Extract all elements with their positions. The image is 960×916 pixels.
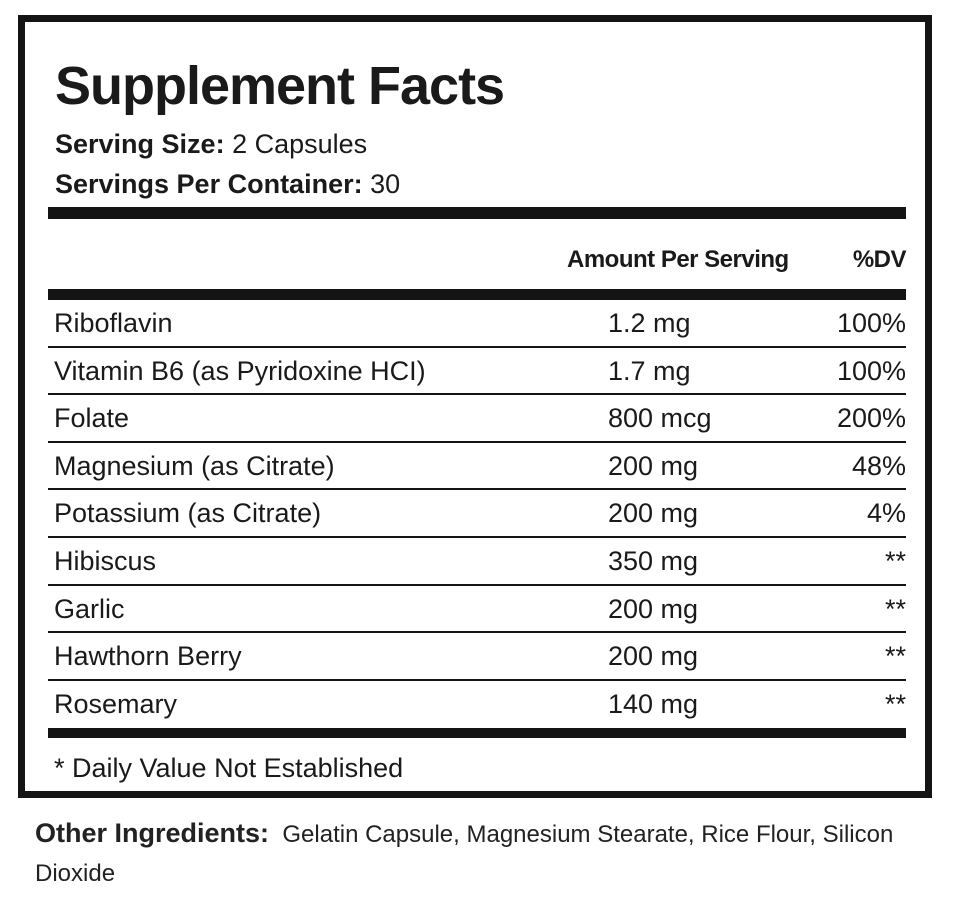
table-row: Riboflavin 1.2 mg 100% — [48, 300, 906, 348]
row-dv: ** — [884, 641, 906, 672]
row-amount: 800 mcg — [608, 403, 712, 434]
row-dv: ** — [884, 546, 906, 576]
row-name: Riboflavin — [54, 308, 173, 338]
row-dv: 4% — [866, 498, 906, 529]
row-dv: ** — [884, 593, 906, 624]
row-amount: 200 mg — [608, 641, 699, 672]
row-name: Magnesium (as Citrate) — [54, 450, 335, 481]
table-row: Garlic 200 mg ** — [48, 586, 906, 634]
servings-per-container: Servings Per Container: 30 — [55, 169, 401, 199]
row-dv: 200% — [836, 403, 906, 434]
row-amount: 140 mg — [608, 688, 699, 719]
row-dv: ** — [884, 688, 906, 719]
header-dv: %DV — [852, 246, 907, 273]
row-amount: 1.7 mg — [608, 355, 691, 386]
serving-size: Serving Size: 2 Capsules — [55, 129, 368, 159]
table-row: Hibiscus 350 mg ** — [48, 538, 906, 586]
other-ingredients: Other Ingredients: Gelatin Capsule, Magn… — [35, 818, 894, 887]
row-amount: 1.2 mg — [608, 308, 691, 338]
row-amount: 350 mg — [608, 546, 699, 576]
table-row: Potassium (as Citrate) 200 mg 4% — [48, 490, 906, 538]
table-row: Magnesium (as Citrate) 200 mg 48% — [48, 443, 906, 491]
row-name: Potassium (as Citrate) — [54, 498, 322, 529]
table-row: Vitamin B6 (as Pyridoxine HCI) 1.7 mg 100% — [48, 348, 906, 396]
row-name: Hawthorn Berry — [54, 641, 242, 672]
table-row: Rosemary 140 mg ** — [48, 681, 906, 729]
row-name: Vitamin B6 (as Pyridoxine HCI) — [54, 355, 426, 386]
table-row: Folate 800 mcg 200% — [48, 395, 906, 443]
row-dv: 100% — [836, 355, 906, 386]
footnote: * Daily Value Not Established — [54, 753, 404, 783]
row-amount: 200 mg — [608, 593, 699, 624]
table-row: Hawthorn Berry 200 mg ** — [48, 633, 906, 681]
row-amount: 200 mg — [608, 498, 699, 529]
row-name: Folate — [54, 403, 130, 434]
row-name: Rosemary — [54, 688, 178, 719]
divider-thick — [48, 728, 906, 738]
row-name: Hibiscus — [54, 546, 157, 576]
page-title: Supplement Facts — [55, 56, 505, 116]
row-amount: 200 mg — [608, 450, 699, 481]
divider-thick — [48, 289, 906, 300]
row-name: Garlic — [54, 593, 125, 624]
divider-thick — [48, 207, 906, 219]
row-dv: 100% — [836, 308, 906, 338]
supplement-facts-panel: Supplement Facts Serving Size: 2 Capsule… — [18, 15, 932, 798]
row-dv: 48% — [851, 450, 906, 481]
header-amount: Amount Per Serving — [567, 246, 789, 273]
